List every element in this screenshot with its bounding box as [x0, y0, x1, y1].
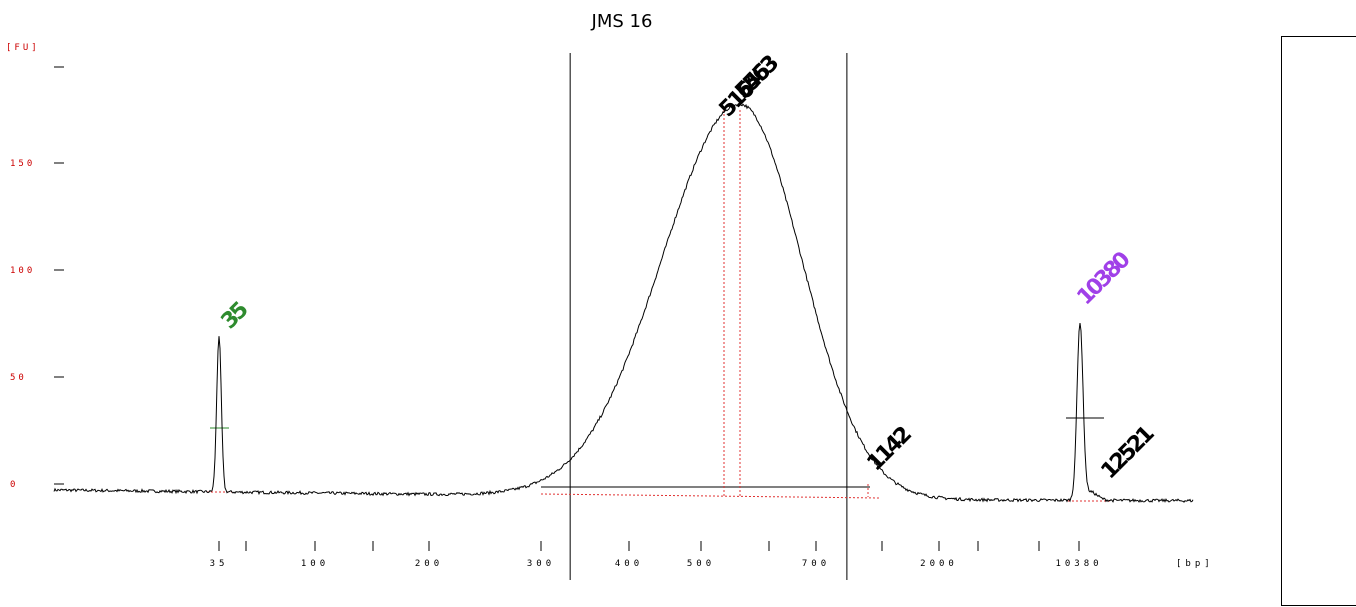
y-tick-label: 0 — [10, 480, 18, 490]
legend-panel — [1281, 36, 1356, 606]
x-tick-label: 35 — [210, 559, 229, 569]
y-axis: 0 50 100 150 — [10, 66, 64, 490]
y-tick-label: 50 — [10, 373, 27, 383]
baseline-markers — [207, 110, 1112, 502]
peak-label-1142: 1142 — [863, 423, 917, 477]
peak-label-12521: 12521 — [1097, 422, 1159, 484]
smear-baseline — [540, 493, 881, 499]
x-axis: 35 100 200 300 400 500 700 2000 10380 — [210, 541, 1102, 569]
peak-label-35: 35 — [217, 298, 253, 334]
x-tick-label: 300 — [527, 559, 555, 569]
x-tick-label: 700 — [802, 559, 830, 569]
x-tick-label: 10380 — [1055, 559, 1102, 569]
peak-label-10380: 10380 — [1073, 247, 1136, 310]
x-tick-label: 400 — [615, 559, 643, 569]
y-axis-label: [FU] — [6, 43, 40, 53]
chart-title: JMS 16 — [591, 11, 653, 32]
y-tick-label: 100 — [10, 266, 35, 276]
region-bounds — [569, 53, 848, 580]
x-tick-label: 500 — [687, 559, 715, 569]
fluorescence-trace — [53, 102, 1194, 503]
x-tick-label: 100 — [301, 559, 329, 569]
x-axis-label: [bp] — [1176, 559, 1214, 569]
x-tick-label: 2000 — [920, 559, 958, 569]
y-tick-label: 150 — [10, 159, 35, 169]
x-tick-label: 200 — [415, 559, 443, 569]
